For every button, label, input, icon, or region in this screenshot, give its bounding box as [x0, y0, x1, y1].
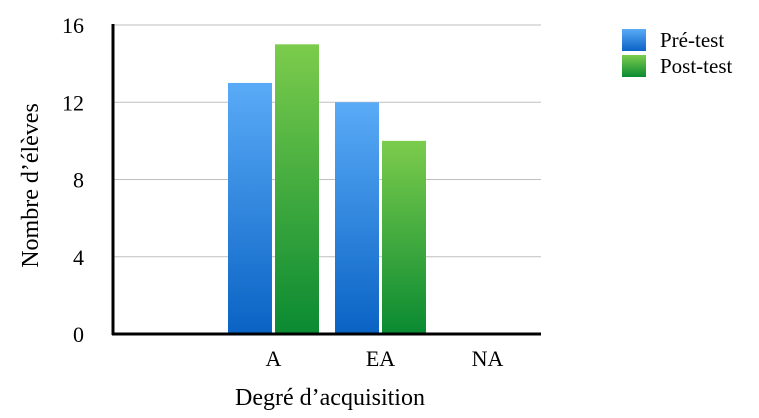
legend: Pré-test Post-test	[622, 28, 733, 78]
x-tick-label: NA	[472, 346, 504, 371]
bars	[228, 44, 426, 334]
legend-swatch-post-test	[622, 55, 646, 77]
x-tick-label: EA	[366, 346, 395, 371]
y-tick-label: 16	[62, 13, 84, 38]
bar-post-test-a	[275, 44, 319, 334]
legend-label-post-test: Post-test	[660, 54, 733, 78]
y-axis-title: Nombre d’élèves	[18, 103, 44, 268]
legend-swatch-pre-test	[622, 29, 646, 51]
legend-label-pre-test: Pré-test	[660, 28, 724, 52]
axes	[111, 24, 541, 336]
y-tick-label: 0	[73, 322, 84, 347]
bar-post-test-ea	[382, 140, 426, 334]
x-tick-label: A	[266, 346, 282, 371]
x-axis-title: Degré d’acquisition	[235, 385, 425, 411]
y-tick-labels: 0 4 8 12 16	[62, 13, 84, 347]
bar-pr-test-a	[228, 82, 272, 334]
grid-lines	[113, 24, 541, 258]
bar-pr-test-ea	[335, 102, 379, 334]
y-tick-label: 12	[62, 90, 84, 115]
y-tick-label: 4	[73, 245, 84, 270]
x-tick-labels: A EA NA	[266, 346, 504, 371]
y-tick-label: 8	[73, 168, 84, 193]
